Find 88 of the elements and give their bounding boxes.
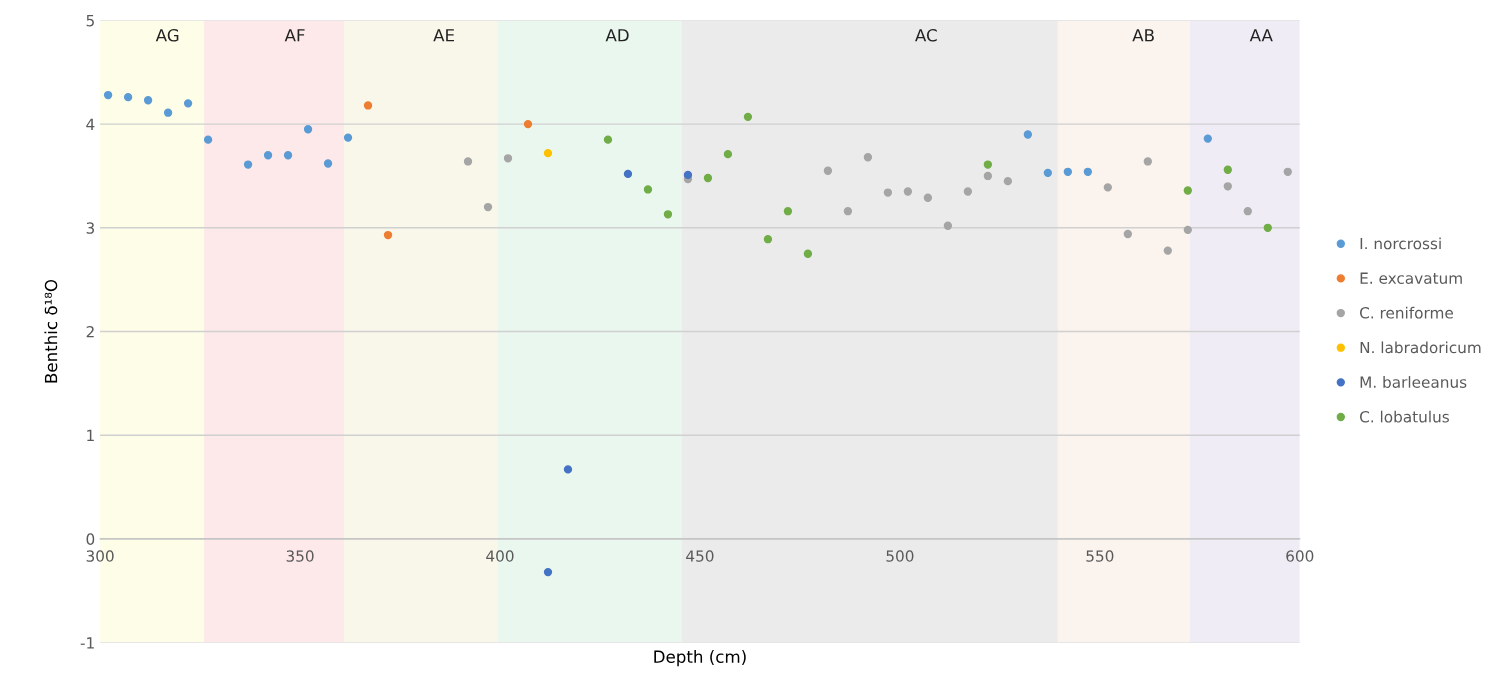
- point: [843, 207, 853, 216]
- point: [1183, 186, 1192, 195]
- point: [1083, 167, 1092, 176]
- y-tick-label: 4: [86, 118, 95, 130]
- point: [1223, 165, 1232, 174]
- x-axis-title: Depth (cm): [654, 650, 746, 667]
- point: [103, 90, 113, 100]
- point: [1023, 130, 1033, 139]
- point: [523, 119, 533, 129]
- legend-label: E. excavatum: [1360, 272, 1462, 284]
- point: [963, 187, 973, 196]
- point: [703, 173, 713, 183]
- point: [283, 151, 293, 160]
- point: [463, 157, 473, 166]
- point: [1263, 223, 1272, 232]
- point: [823, 166, 833, 175]
- point: [543, 567, 553, 577]
- y-tick-label: 1: [87, 429, 94, 441]
- legend-label: N. labradoricum: [1360, 341, 1481, 354]
- point: [783, 207, 793, 216]
- point: [1203, 134, 1212, 143]
- x-tick-label: 350: [286, 550, 314, 562]
- legend-label: C. lobatulus: [1359, 410, 1449, 423]
- x-tick-label: 500: [886, 550, 914, 562]
- point: [983, 160, 993, 169]
- y-tick-label: 0: [86, 533, 95, 545]
- band-label: AD: [605, 29, 629, 42]
- point: [683, 170, 693, 180]
- legend-label: M. barleeanus: [1360, 376, 1467, 388]
- point: [863, 153, 873, 162]
- legend-label: I. norcrossi: [1360, 237, 1441, 250]
- point: [1003, 176, 1013, 186]
- x-tick-label: 300: [86, 550, 114, 562]
- point: [1103, 183, 1112, 192]
- point: [483, 202, 493, 212]
- x-tick-label: 550: [1086, 550, 1114, 562]
- y-tick-label: 3: [86, 222, 95, 234]
- y-axis-title: Benthic δ¹⁸O: [44, 279, 58, 383]
- band-label: AC: [915, 28, 937, 42]
- point: [803, 249, 813, 258]
- point: [1163, 246, 1172, 255]
- point: [1283, 167, 1292, 176]
- y-tick-label: -1: [80, 637, 94, 649]
- point: [1043, 168, 1053, 178]
- point: [623, 169, 633, 179]
- point: [763, 235, 773, 244]
- point: [203, 135, 213, 144]
- point: [983, 171, 993, 181]
- point: [1063, 167, 1073, 176]
- x-tick-label: 600: [1286, 550, 1314, 562]
- point: [303, 125, 313, 134]
- point: [563, 465, 573, 474]
- point: [923, 193, 933, 202]
- point: [723, 150, 733, 159]
- point: [1143, 157, 1152, 166]
- point: [1183, 225, 1192, 235]
- point: [643, 185, 653, 194]
- point: [603, 135, 613, 144]
- point: [743, 112, 753, 122]
- band-label: AB: [1132, 29, 1154, 42]
- point: [123, 92, 133, 102]
- band-label: AF: [284, 29, 305, 42]
- point: [143, 96, 153, 105]
- point: [663, 210, 673, 219]
- point: [363, 101, 373, 110]
- point: [883, 188, 893, 197]
- y-tick-label: 5: [86, 15, 94, 27]
- point: [1123, 229, 1132, 239]
- point: [243, 160, 253, 169]
- point: [383, 230, 393, 240]
- point: [343, 133, 353, 142]
- x-tick-label: 450: [686, 550, 714, 562]
- point: [163, 108, 173, 117]
- y-tick-label: 2: [86, 325, 94, 338]
- point: [323, 159, 333, 168]
- point: [1243, 207, 1252, 216]
- legend-label: C. reniforme: [1359, 306, 1453, 319]
- point: [183, 99, 193, 108]
- point: [1223, 182, 1232, 191]
- x-tick-label: 400: [486, 550, 514, 562]
- point: [503, 154, 513, 163]
- point: [903, 187, 913, 196]
- point: [943, 221, 953, 230]
- band-label: AE: [433, 29, 455, 42]
- band-label: AA: [1249, 29, 1273, 42]
- band-label: AG: [155, 28, 179, 42]
- point: [543, 148, 553, 158]
- point: [263, 151, 273, 160]
